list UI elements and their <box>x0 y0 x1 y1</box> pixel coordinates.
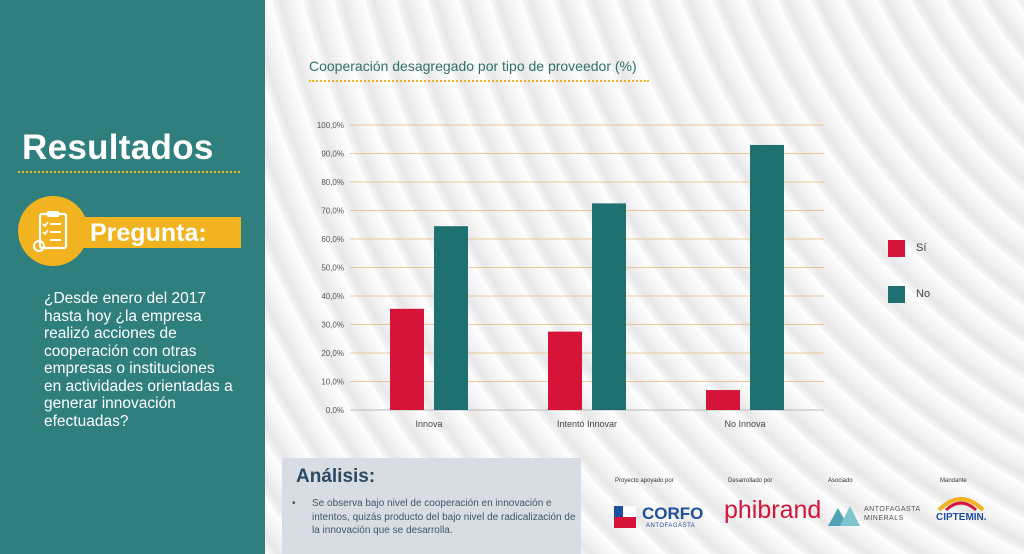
y-tick-label: 100,0% <box>317 121 344 130</box>
legend-swatch-si <box>888 240 905 257</box>
mountain-icon <box>828 506 860 526</box>
antofagasta-name: ANTOFAGASTA <box>864 506 921 513</box>
legend-label-si: Sí <box>916 242 927 254</box>
question-text: ¿Desde enero del 2017 hasta hoy ¿la empr… <box>44 290 233 430</box>
y-tick-label: 10,0% <box>321 378 344 387</box>
analysis-text-wrap: • Se observa bajo nivel de cooperación e… <box>292 497 576 538</box>
antofagasta-logo: Asociado ANTOFAGASTA MINERALS <box>826 478 926 538</box>
y-tick-label: 90,0% <box>321 150 344 159</box>
corfo-logo: Proyecto apoyado por CORFO ANTOFAGASTA <box>612 478 712 538</box>
x-tick-label: No Innova <box>724 419 765 429</box>
corfo-name: CORFO <box>642 504 704 523</box>
bar-si <box>706 390 740 410</box>
analysis-bullet: • <box>292 498 296 509</box>
clipboard-icon <box>18 196 88 266</box>
corfo-sub: ANTOFAGASTA <box>646 523 696 529</box>
bar-si <box>548 331 582 410</box>
ciptemin-name: CIPTEMIN. <box>936 512 987 523</box>
y-tick-label: 0,0% <box>326 406 344 415</box>
left-panel: Resultados Pregunta: ¿Desde enero del 20… <box>0 0 265 554</box>
sun-arc-icon <box>937 497 985 512</box>
y-tick-label: 30,0% <box>321 321 344 330</box>
title-divider <box>18 171 240 173</box>
chart-title: Cooperación desagregado por tipo de prov… <box>309 58 637 74</box>
y-tick-label: 60,0% <box>321 235 344 244</box>
y-tick-label: 50,0% <box>321 264 344 273</box>
bar-no <box>750 144 784 410</box>
y-tick-label: 70,0% <box>321 207 344 216</box>
analysis-title: Análisis: <box>296 466 376 487</box>
page-title: Resultados <box>22 128 214 167</box>
chile-flag-icon <box>614 506 636 528</box>
bar-chart: 0,0% 10,0% 20,0% 30,0% 40,0% 50,0% 60,0% 70,0% 8… <box>317 121 824 429</box>
analysis-box: Análisis: • Se observa bajo nivel de coo… <box>282 458 581 554</box>
x-tick-label: Innova <box>415 419 442 429</box>
bar-no <box>592 203 626 410</box>
y-tick-label: 80,0% <box>321 178 344 187</box>
y-tick-label: 20,0% <box>321 349 344 358</box>
pregunta-bar <box>58 217 241 248</box>
pregunta-label: Pregunta: <box>90 219 207 247</box>
bar-si <box>390 308 424 410</box>
antofagasta-caption: Asociado <box>828 478 853 484</box>
ciptemin-logo: Mandante CIPTEMIN. <box>930 478 1010 538</box>
antofagasta-sub: MINERALS <box>864 515 904 522</box>
corfo-caption: Proyecto apoyado por <box>615 478 674 484</box>
y-tick-label: 40,0% <box>321 292 344 301</box>
x-tick-label: Intentó Innovar <box>557 419 617 429</box>
ciptemin-caption: Mandante <box>940 478 967 484</box>
analysis-text: Se observa bajo nivel de cooperación en … <box>312 498 576 536</box>
pregunta-banner: Pregunta: <box>18 196 241 266</box>
phibrand-name: phibrand <box>724 496 822 524</box>
phibrand-logo: Desarrollado por phibrand <box>722 478 821 538</box>
bar-no <box>434 226 468 410</box>
chart-title-divider <box>309 80 649 82</box>
legend-label-no: No <box>916 288 931 300</box>
legend-swatch-no <box>888 286 905 303</box>
phibrand-caption: Desarrollado por <box>728 478 773 484</box>
